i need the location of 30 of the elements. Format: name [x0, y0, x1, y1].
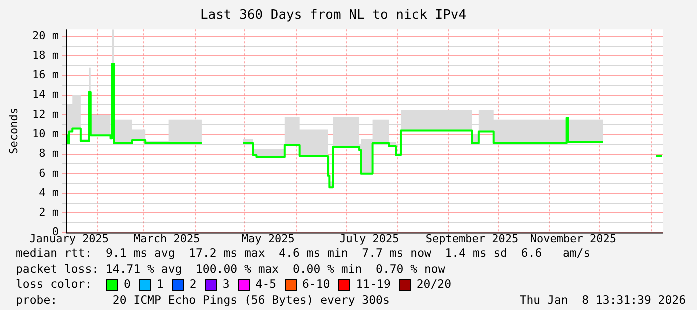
x-tick-label: July 2025 — [340, 232, 400, 246]
legend-label: 0 — [124, 277, 131, 292]
y-tick-label: 12 m — [32, 108, 60, 121]
legend-label: 11-19 — [356, 277, 391, 292]
text: Thu Jan 8 13:31:39 2026 — [520, 292, 686, 308]
chart-title: Last 360 Days from NL to nick IPv4 — [200, 8, 467, 24]
x-tick-label: November 2025 — [530, 232, 616, 246]
y-tick-label: 20 m — [32, 29, 60, 42]
y-tick-label: 2 m — [39, 206, 60, 220]
y-tick-label: 16 m — [32, 68, 60, 82]
y-axis-title: Seconds — [7, 108, 20, 154]
text: packet loss: 14.71 % avg 100.00 % max 0.00 % min 0.70 % now — [16, 262, 446, 277]
text: median rtt: 9.1 ms avg 17.2 ms max 4.6 ms min 7.7 ms now 1.4 ms sd 6.6 am/s — [16, 246, 592, 262]
x-tick-label: September 2025 — [426, 232, 519, 246]
y-tick-label: 4 m — [39, 186, 60, 200]
legend-label: 6-10 — [302, 277, 330, 292]
x-tick-label: March 2025 — [134, 232, 200, 246]
legend-label: 4-5 — [256, 277, 277, 292]
legend-label: 1 — [156, 277, 164, 292]
x-tick-label: May 2025 — [242, 232, 295, 246]
legend-label: 20/20 — [416, 277, 452, 292]
y-tick-label: 14 m — [32, 88, 60, 102]
y-tick-label: 8 m — [39, 147, 60, 160]
y-tick-label: 6 m — [39, 166, 60, 180]
legend-label: 2 — [190, 277, 197, 292]
text: probe: 20 ICMP Echo Pings (56 Bytes) every 300s — [16, 292, 390, 308]
y-tick-label: 10 m — [32, 127, 60, 140]
legend-label: 3 — [222, 277, 230, 292]
legend-title: loss color: — [16, 277, 94, 292]
y-tick-label: 18 m — [32, 48, 60, 62]
